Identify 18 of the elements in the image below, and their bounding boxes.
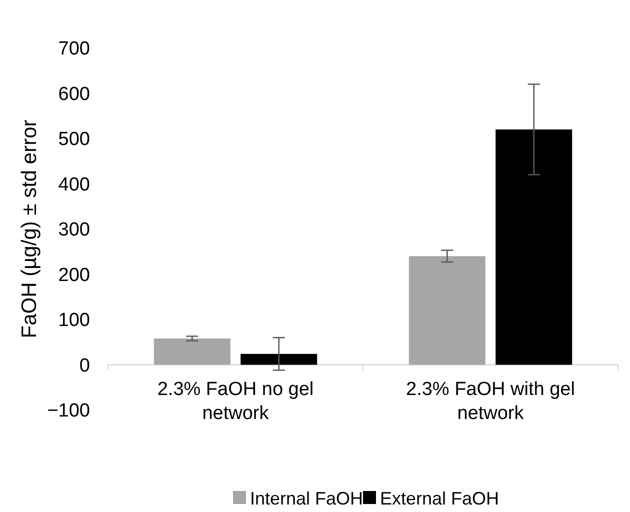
y-tick-label: 200 [58, 264, 90, 286]
y-axis-title: FaOH (µg/g) ± std error [18, 120, 41, 338]
bar [154, 338, 230, 365]
y-tick-label: 400 [58, 174, 90, 196]
y-tick-label: 100 [58, 310, 90, 332]
y-tick-label: 300 [58, 220, 90, 241]
bar [496, 129, 572, 365]
x-tick-label: 2.3% FaOH with gel network [406, 378, 575, 424]
legend-label: Internal FaOH [250, 488, 364, 508]
bar [240, 354, 318, 365]
bar [408, 256, 486, 365]
x-tick-label: 2.3% FaOH no gel network [157, 378, 314, 424]
y-tick-label: 600 [58, 84, 90, 105]
y-tick-label: 0 [79, 355, 90, 376]
y-tick-label: −100 [47, 400, 90, 422]
y-tick-label: 500 [58, 129, 90, 150]
y-tick-label: 700 [58, 38, 90, 60]
legend-label: External FaOH [380, 488, 500, 508]
